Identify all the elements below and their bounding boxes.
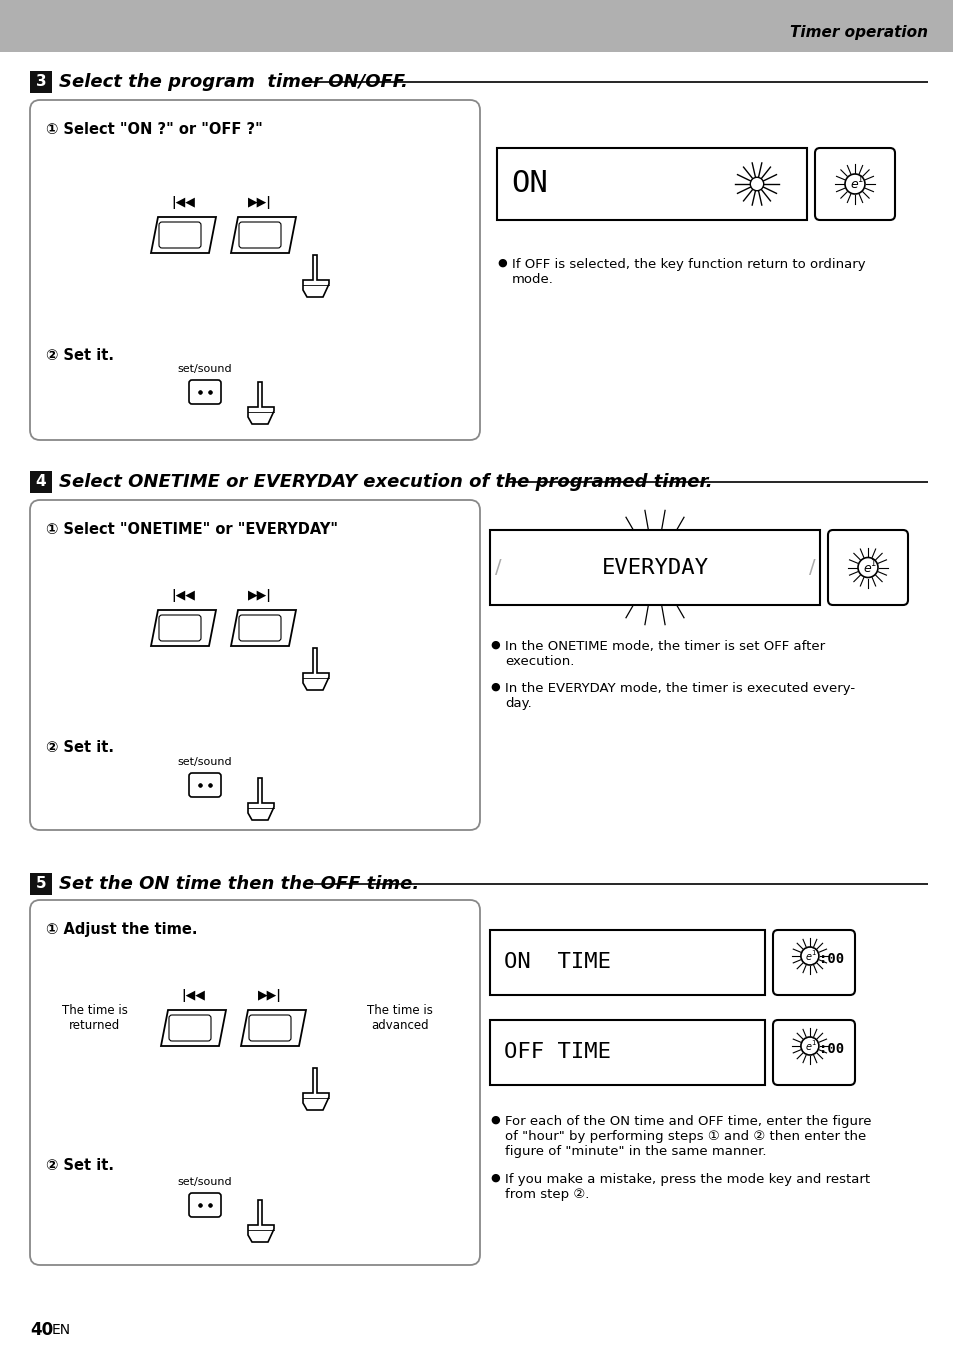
Bar bbox=[490, 1019, 764, 1086]
Text: 3: 3 bbox=[35, 74, 47, 89]
Text: 1: 1 bbox=[857, 176, 862, 184]
FancyBboxPatch shape bbox=[30, 500, 479, 830]
Text: The time is
advanced: The time is advanced bbox=[367, 1005, 433, 1032]
FancyBboxPatch shape bbox=[827, 530, 907, 604]
Polygon shape bbox=[303, 1068, 329, 1110]
FancyBboxPatch shape bbox=[189, 380, 221, 404]
Text: /: / bbox=[495, 558, 500, 577]
Circle shape bbox=[749, 177, 763, 191]
Bar bbox=[0, 0, 953, 51]
Bar bbox=[30, 72, 52, 93]
Text: set/sound: set/sound bbox=[177, 757, 233, 767]
Text: EVERYDAY: EVERYDAY bbox=[601, 557, 708, 577]
Bar bbox=[497, 147, 806, 220]
Bar bbox=[30, 873, 52, 895]
Text: ●: ● bbox=[490, 681, 499, 692]
Bar bbox=[30, 470, 52, 493]
FancyBboxPatch shape bbox=[159, 222, 201, 247]
Polygon shape bbox=[241, 1010, 306, 1046]
Text: e: e bbox=[862, 562, 870, 575]
Text: :00: :00 bbox=[819, 952, 843, 965]
Text: Set the ON time then the OFF time.: Set the ON time then the OFF time. bbox=[59, 875, 418, 894]
Text: ▶▶|: ▶▶| bbox=[248, 589, 272, 602]
Polygon shape bbox=[248, 1201, 274, 1242]
Polygon shape bbox=[303, 648, 329, 690]
Text: ●: ● bbox=[490, 1174, 499, 1183]
Text: Select the program  timer ON/OFF.: Select the program timer ON/OFF. bbox=[59, 73, 408, 91]
Text: ▶▶|: ▶▶| bbox=[258, 990, 282, 1002]
Text: Select ONETIME or EVERYDAY execution of the programed timer.: Select ONETIME or EVERYDAY execution of … bbox=[59, 473, 712, 491]
Text: If you make a mistake, press the mode key and restart
from step ②.: If you make a mistake, press the mode ke… bbox=[504, 1174, 869, 1201]
Text: 1: 1 bbox=[811, 950, 816, 956]
FancyBboxPatch shape bbox=[814, 147, 894, 220]
Text: In the ONETIME mode, the timer is set OFF after
execution.: In the ONETIME mode, the timer is set OF… bbox=[504, 639, 824, 668]
Text: |◀◀: |◀◀ bbox=[172, 589, 195, 602]
Text: e: e bbox=[805, 1042, 811, 1052]
Text: 5: 5 bbox=[35, 876, 47, 891]
FancyBboxPatch shape bbox=[239, 615, 281, 641]
Text: set/sound: set/sound bbox=[177, 1178, 233, 1187]
FancyBboxPatch shape bbox=[189, 773, 221, 796]
Polygon shape bbox=[231, 610, 295, 646]
Text: ON  TIME: ON TIME bbox=[503, 953, 610, 972]
Text: 1: 1 bbox=[811, 1040, 816, 1046]
FancyBboxPatch shape bbox=[249, 1015, 291, 1041]
Text: e: e bbox=[805, 952, 811, 963]
FancyBboxPatch shape bbox=[169, 1015, 211, 1041]
Polygon shape bbox=[151, 610, 215, 646]
Text: e: e bbox=[849, 178, 857, 192]
FancyBboxPatch shape bbox=[239, 222, 281, 247]
Text: The time is
returned: The time is returned bbox=[62, 1005, 128, 1032]
Bar bbox=[490, 930, 764, 995]
Text: set/sound: set/sound bbox=[177, 364, 233, 375]
FancyBboxPatch shape bbox=[159, 615, 201, 641]
FancyBboxPatch shape bbox=[30, 900, 479, 1265]
Text: ●: ● bbox=[490, 1115, 499, 1125]
Circle shape bbox=[801, 946, 818, 965]
Text: |◀◀: |◀◀ bbox=[181, 990, 205, 1002]
Text: |◀◀: |◀◀ bbox=[172, 196, 195, 210]
Text: ▶▶|: ▶▶| bbox=[248, 196, 272, 210]
Polygon shape bbox=[231, 218, 295, 253]
Text: OFF TIME: OFF TIME bbox=[503, 1042, 610, 1063]
FancyBboxPatch shape bbox=[189, 1192, 221, 1217]
Text: ●: ● bbox=[490, 639, 499, 650]
Text: ●: ● bbox=[497, 258, 506, 268]
Polygon shape bbox=[248, 383, 274, 425]
FancyBboxPatch shape bbox=[772, 1019, 854, 1086]
Polygon shape bbox=[248, 777, 274, 821]
Text: ① Adjust the time.: ① Adjust the time. bbox=[46, 922, 197, 937]
Circle shape bbox=[857, 557, 877, 577]
Text: 1: 1 bbox=[869, 558, 875, 568]
Polygon shape bbox=[303, 256, 329, 297]
Text: :00: :00 bbox=[819, 1042, 843, 1056]
Circle shape bbox=[844, 174, 864, 193]
Text: If OFF is selected, the key function return to ordinary
mode.: If OFF is selected, the key function ret… bbox=[512, 258, 864, 287]
Text: ① Select "ON ?" or "OFF ?": ① Select "ON ?" or "OFF ?" bbox=[46, 122, 262, 137]
FancyBboxPatch shape bbox=[772, 930, 854, 995]
Text: ② Set it.: ② Set it. bbox=[46, 740, 113, 754]
Text: ① Select "ONETIME" or "EVERYDAY": ① Select "ONETIME" or "EVERYDAY" bbox=[46, 522, 337, 537]
Text: /: / bbox=[808, 558, 815, 577]
Circle shape bbox=[801, 1037, 818, 1055]
Text: For each of the ON time and OFF time, enter the figure
of "hour" by performing s: For each of the ON time and OFF time, en… bbox=[504, 1115, 871, 1159]
Text: In the EVERYDAY mode, the timer is executed every-
day.: In the EVERYDAY mode, the timer is execu… bbox=[504, 681, 854, 710]
Text: ② Set it.: ② Set it. bbox=[46, 1159, 113, 1174]
Bar bbox=[490, 530, 820, 604]
Text: 4: 4 bbox=[35, 475, 47, 489]
Text: Timer operation: Timer operation bbox=[789, 26, 927, 41]
Polygon shape bbox=[161, 1010, 226, 1046]
Text: 40: 40 bbox=[30, 1321, 53, 1338]
Text: ② Set it.: ② Set it. bbox=[46, 347, 113, 362]
Polygon shape bbox=[151, 218, 215, 253]
Text: ON: ON bbox=[511, 169, 547, 199]
Text: EN: EN bbox=[52, 1324, 71, 1337]
FancyBboxPatch shape bbox=[30, 100, 479, 439]
